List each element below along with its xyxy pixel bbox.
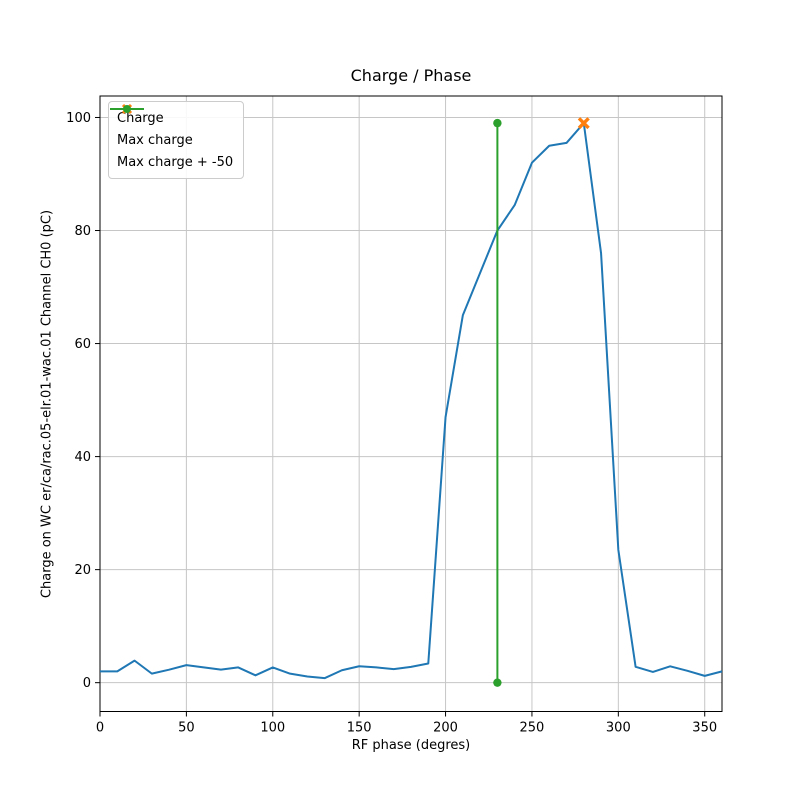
x-tick-label: 250 (520, 721, 545, 736)
y-tick-label: 80 (74, 224, 91, 239)
x-tick-label: 0 (96, 721, 104, 736)
y-axis-label: Charge on WC er/ca/rac.05-elr.01-wac.01 … (39, 209, 55, 599)
legend-sample-line-marker (110, 105, 144, 113)
charge-line (100, 122, 723, 680)
x-tick-label: 350 (692, 721, 717, 736)
x-tick-label: 200 (433, 721, 458, 736)
x-tick-label: 300 (606, 721, 631, 736)
y-tick-label: 60 (74, 337, 91, 352)
x-tick-label: 150 (347, 721, 372, 736)
legend-item-label: Charge (117, 110, 164, 126)
x-axis-label: RF phase (degres) (351, 738, 471, 753)
max-charge-marker (577, 117, 590, 130)
y-tick-label: 100 (66, 111, 91, 126)
chart-title: Charge / Phase (350, 66, 472, 85)
y-tick-label: 20 (74, 563, 91, 578)
legend-item: Max charge (110, 103, 233, 151)
x-tick-label: 100 (260, 721, 285, 736)
legend-item-label: Max charge + -50 (117, 154, 234, 170)
series-charge (100, 122, 723, 680)
max-charge-50-marker (493, 118, 502, 128)
axis-ticks: 0 50 100 150 200 250 300 350 0 20 40 60 80 100 (66, 111, 717, 736)
y-tick-label: 0 (83, 676, 91, 691)
legend: Charge Max charge Max charge + -50 (108, 101, 245, 179)
series-max-charge-50 (493, 118, 502, 687)
legend-item: Max charge + -50 (110, 105, 234, 173)
circle-marker-icon (123, 105, 131, 113)
y-tick-label: 40 (74, 450, 91, 465)
max-charge-50-marker (493, 678, 502, 687)
plot-spines (99, 95, 723, 712)
grid (99, 96, 722, 712)
x-tick-label: 50 (178, 721, 195, 736)
legend-item-label: Max charge (117, 132, 193, 148)
series-max-charge (577, 117, 590, 130)
x-marker-stroke (577, 117, 590, 130)
